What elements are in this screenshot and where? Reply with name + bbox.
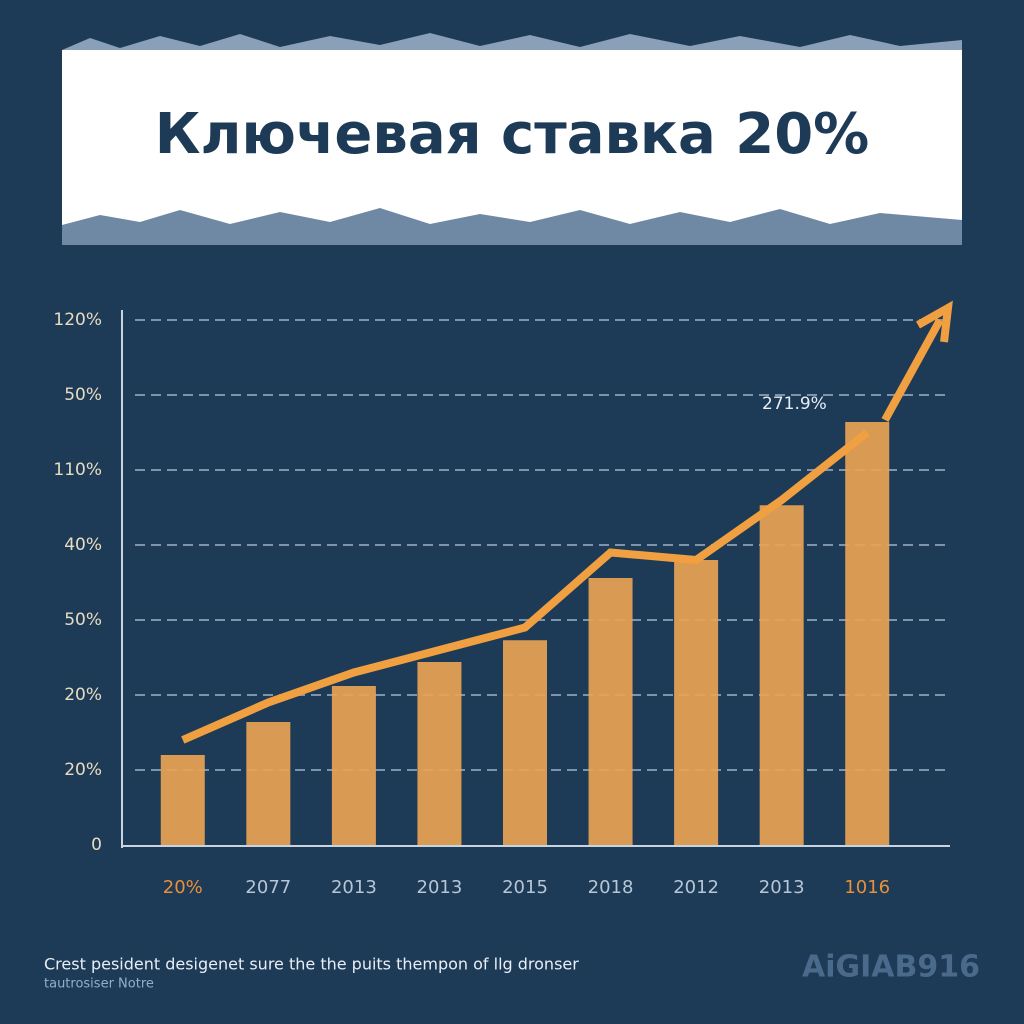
bar — [503, 640, 547, 845]
y-tick-label: 50% — [64, 385, 102, 405]
x-tick-label: 2013 — [417, 877, 463, 898]
line — [181, 429, 870, 744]
trend-arrow — [881, 300, 953, 422]
title-banner — [62, 50, 962, 235]
bar — [845, 422, 890, 845]
x-tick-label: 2012 — [673, 877, 719, 898]
logo: AiGIAB916 — [802, 950, 980, 985]
bar — [759, 505, 804, 845]
annotation: 271.9% — [762, 394, 827, 414]
y-tick-label: 50% — [64, 610, 102, 630]
bar — [246, 722, 291, 845]
y-tick-label: 40% — [64, 535, 102, 555]
bar — [417, 662, 462, 845]
y-tick-label: 120% — [53, 310, 102, 330]
x-tick-label: 20% — [163, 877, 203, 898]
footer-caption: Crest pesident desigenet sure the the pu… — [44, 955, 579, 974]
x-tick-label: 2015 — [502, 877, 548, 898]
bar — [160, 755, 205, 845]
x-tick-label: 1016 — [844, 877, 890, 898]
y-tick-label: 20% — [64, 760, 102, 780]
bar — [588, 578, 633, 845]
y-tick-label: 20% — [64, 685, 102, 705]
bar — [674, 560, 719, 845]
y-tick-label: 0 — [91, 835, 102, 855]
chart-title: Ключевая ставка 20% — [155, 102, 870, 167]
x-tick-label: 2013 — [331, 877, 377, 898]
x-tick-label: 2013 — [759, 877, 805, 898]
banner-edge — [62, 33, 962, 50]
x-tick-label: 2077 — [245, 877, 291, 898]
y-tick-label: 110% — [53, 460, 102, 480]
banner-skyline — [62, 208, 962, 245]
x-tick-label: 2018 — [588, 877, 634, 898]
bar — [331, 686, 376, 845]
footer-subcaption: tautrosiser Notre — [44, 977, 154, 992]
